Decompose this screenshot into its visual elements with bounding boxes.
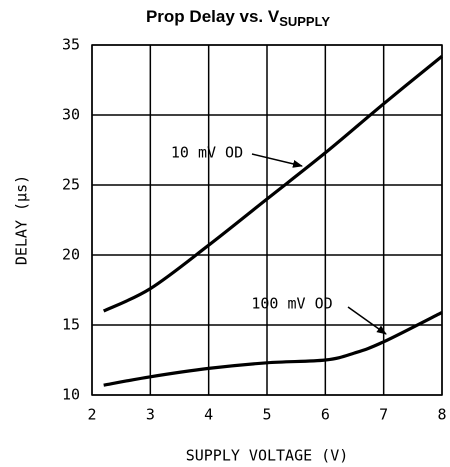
x-tick-label: 4 — [204, 406, 213, 424]
title-main: Prop Delay vs. V — [146, 7, 280, 26]
x-tick-label: 7 — [379, 406, 388, 424]
y-tick-label: 10 — [62, 386, 80, 404]
y-tick-label: 20 — [62, 246, 80, 264]
series-line — [102, 54, 444, 313]
y-tick-label: 25 — [62, 176, 80, 194]
y-tick-label: 15 — [62, 316, 80, 334]
annotation-arrow — [347, 306, 387, 335]
x-tick-label: 5 — [262, 406, 271, 424]
series-annotation: 100 mV OD — [251, 295, 332, 313]
y-axis-label: DELAY (μs) — [13, 175, 31, 265]
plot-frame — [91, 44, 443, 396]
annotation-arrow — [251, 153, 303, 168]
title-subscript: SUPPLY — [279, 14, 330, 29]
chart-title: Prop Delay vs. VSUPPLY — [146, 7, 330, 29]
y-tick-label: 30 — [62, 106, 80, 124]
x-tick-label: 2 — [87, 406, 96, 424]
series-line — [103, 310, 443, 387]
x-tick-label: 8 — [437, 406, 446, 424]
x-tick-label: 6 — [321, 406, 330, 424]
y-tick-label: 35 — [62, 36, 80, 54]
x-axis-label: SUPPLY VOLTAGE (V) — [186, 447, 349, 465]
series-annotation: 10 mV OD — [171, 144, 243, 162]
x-tick-label: 3 — [146, 406, 155, 424]
